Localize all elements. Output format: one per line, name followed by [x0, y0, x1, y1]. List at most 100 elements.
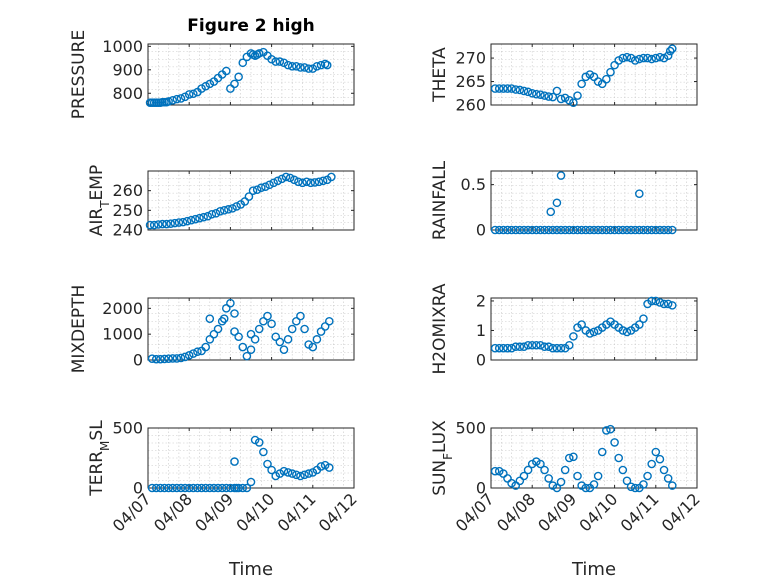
data-point: [164, 354, 173, 364]
data-point: [170, 218, 180, 228]
data-point: [499, 84, 508, 93]
data-point: [556, 343, 566, 353]
data-point: [581, 225, 591, 235]
x-tick-label: 04/12: [658, 489, 704, 535]
data-point: [618, 465, 628, 475]
data-point: [221, 304, 231, 313]
data-point: [145, 220, 155, 230]
y-tick-label: 900: [112, 60, 143, 79]
data-point: [160, 483, 169, 493]
data-point: [556, 225, 566, 235]
data-point: [523, 465, 533, 475]
data-point: [314, 177, 324, 187]
data-point: [606, 67, 615, 77]
data-point: [552, 483, 562, 493]
data-point: [254, 324, 264, 334]
data-point: [499, 343, 508, 353]
data-point: [324, 463, 334, 472]
data-point: [647, 225, 656, 235]
y-tick-label: 260: [112, 181, 143, 200]
data-point: [168, 354, 178, 363]
data-point: [195, 213, 204, 223]
data-point: [536, 459, 545, 469]
data-point: [312, 61, 322, 71]
data-point: [240, 197, 250, 206]
series-markers: [490, 44, 677, 107]
data-point: [180, 92, 190, 102]
data-point: [552, 343, 562, 353]
data-point: [569, 452, 578, 462]
y-tick-label: 500: [112, 419, 143, 438]
data-point: [614, 56, 624, 65]
data-point: [292, 61, 301, 71]
data-point: [618, 53, 628, 63]
data-point: [659, 299, 669, 309]
data-point: [494, 225, 504, 235]
data-point: [490, 466, 500, 476]
data-point: [267, 319, 276, 329]
data-point: [630, 56, 640, 65]
data-point: [304, 64, 313, 73]
data-point: [153, 220, 163, 229]
data-point: [667, 225, 677, 235]
data-point: [589, 327, 599, 337]
y-tick-label: 0: [476, 221, 486, 240]
data-point: [277, 174, 287, 184]
data-point: [589, 225, 599, 235]
data-point: [172, 354, 182, 363]
data-point: [160, 354, 169, 364]
data-point: [647, 296, 656, 306]
data-point: [230, 309, 239, 318]
data-point: [552, 225, 562, 235]
data-point: [622, 327, 632, 337]
data-point: [263, 311, 272, 321]
y-axis-label-part: PRESSURE: [69, 30, 89, 119]
data-point: [659, 465, 669, 475]
data-point: [546, 207, 556, 217]
data-point: [228, 204, 237, 213]
data-point: [209, 329, 219, 339]
data-point: [544, 342, 553, 352]
data-point: [147, 483, 157, 493]
data-point: [667, 44, 677, 53]
data-point: [219, 314, 229, 323]
data-point: [226, 483, 235, 493]
data-point: [176, 94, 186, 103]
data-point: [178, 217, 188, 227]
data-point: [622, 476, 632, 486]
data-point: [207, 209, 217, 219]
data-point: [292, 316, 301, 326]
data-point: [527, 340, 537, 350]
y-axis-label-part: SL: [87, 420, 107, 441]
data-point: [523, 225, 533, 235]
data-point: [536, 225, 545, 235]
data-point: [511, 85, 521, 94]
data-point: [655, 454, 665, 464]
data-point: [503, 225, 512, 235]
data-point: [519, 342, 529, 352]
data-point: [283, 335, 293, 344]
data-point: [622, 225, 632, 235]
data-point: [564, 453, 574, 463]
data-point: [318, 176, 328, 186]
data-point: [515, 85, 525, 95]
subplot-theta: 260 265 270 THETA: [430, 43, 698, 115]
data-point: [515, 342, 525, 352]
data-point: [569, 98, 578, 107]
data-point: [308, 64, 318, 73]
data-point: [630, 483, 640, 493]
data-point: [242, 351, 252, 361]
y-axis-label-part: AIR: [87, 208, 107, 237]
data-point: [189, 349, 198, 358]
y-tick-label: 260: [455, 96, 486, 115]
data-point: [556, 94, 566, 104]
data-point: [606, 424, 615, 434]
data-point: [256, 183, 266, 193]
data-point: [287, 61, 297, 71]
y-axis-label-part: M: [98, 441, 112, 451]
data-point: [639, 480, 648, 489]
data-point: [523, 340, 533, 350]
